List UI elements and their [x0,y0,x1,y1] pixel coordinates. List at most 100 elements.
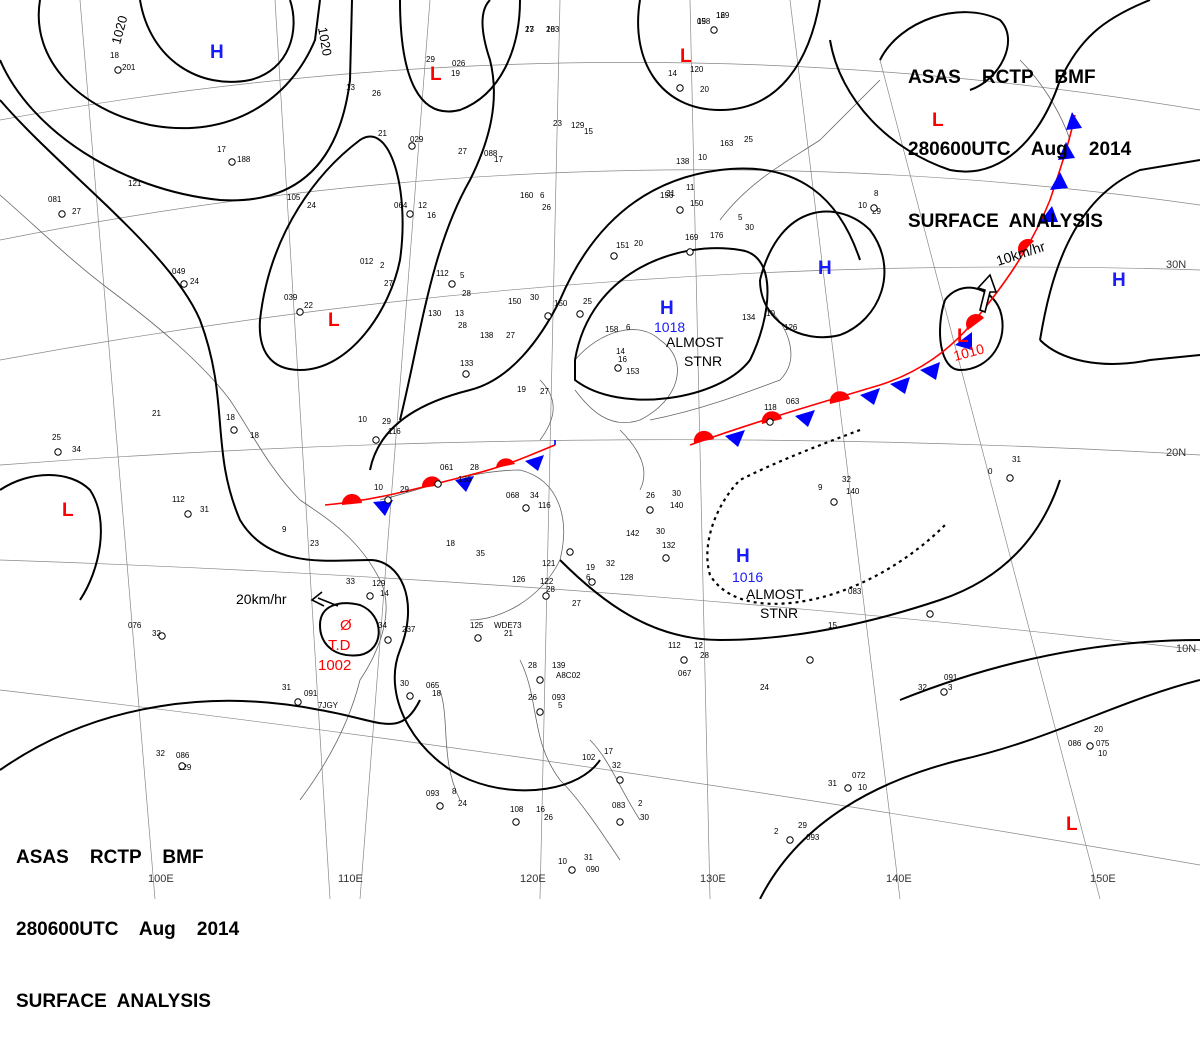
station-value: A8C02 [556,671,581,680]
station-value: 083 [612,801,626,810]
stationary-front-west [324,440,556,516]
station-value: 10 [858,783,867,792]
station-value: 112 [436,269,449,278]
station-value: 129 [571,121,585,130]
station-value: 31 [1012,455,1021,464]
station-value: 28 [458,321,467,330]
station-value: 105 [287,193,301,202]
station-value: 237 [402,625,416,634]
station-value: 132 [662,541,676,550]
station-value: 18 [226,413,235,422]
station-value: 118 [764,403,777,412]
station-circle [462,370,470,378]
station-value: 2 [638,799,643,808]
station-value: 17 [604,747,613,756]
td-annotation: Ø T.D 1002 [318,617,352,674]
station-circle [366,592,374,600]
station-value: 14 [380,589,389,598]
header-product: SURFACE ANALYSIS [908,211,1103,232]
station-value: 169 [685,233,699,242]
station-circle [522,504,530,512]
station-value: 122 [540,577,554,586]
station-value: 23 [310,539,319,548]
station-value: 16 [427,211,436,220]
station-value: 30 [672,489,681,498]
stnr-label: ALMOST [746,586,804,602]
station-value: 138 [480,331,494,340]
station-value: 9 [818,483,823,492]
station-value: 20 [1094,725,1103,734]
station-value: 176 [710,231,724,240]
station-value: 10 [1098,749,1107,758]
low-center-label: L [932,110,944,131]
station-circle [448,280,456,288]
station-circle [870,204,878,212]
station-value: 10 [858,201,867,210]
station-value: 140 [846,487,860,496]
station-circle [940,688,948,696]
station-value: 112 [668,641,681,650]
high-center-label: H [210,42,224,63]
station-value: 140 [670,501,684,510]
station-value: 32 [842,475,851,484]
station-value: 061 [440,463,454,472]
low-center-label: L [680,46,692,67]
td-motion-label: 20km/hr [236,591,287,607]
station-circle [372,436,380,444]
station-value: 29 [798,821,807,830]
station-value: 088 [484,149,498,158]
low-motion-arrow [976,273,998,314]
station-circle [536,676,544,684]
station-circle [766,418,774,426]
header-title: ASAS RCTP BMF [908,67,1096,88]
station-value: 2 [774,827,779,836]
station-circle [710,26,718,34]
station-circle [680,656,688,664]
low-pressure-value: 1010 [952,340,986,364]
station-circle [568,866,576,874]
chart-header-bottom: ASAS RCTP BMF 280600UTC Aug 2014 SURFACE… [16,798,316,1038]
station-value: 16 [536,805,545,814]
station-value: 075 [1096,739,1110,748]
station-circle [676,206,684,214]
station-value: 11 [686,183,695,192]
station-value: 29 [382,417,391,426]
station-value: 17 [217,145,226,154]
station-value: 20 [634,239,643,248]
isobar-label: 1020 [108,14,130,46]
station-value: 34 [72,445,81,454]
low-center-label: L [62,500,74,521]
station-value: 6 [540,191,545,200]
td-label: T.D [328,637,351,654]
station-value: 32 [606,559,615,568]
station-circle [158,632,166,640]
station-value: 150 [554,299,568,308]
station-value: 21 [504,629,513,638]
station-value: 086 [1068,739,1082,748]
station-value: 126 [784,323,798,332]
station-value: 0 [988,467,993,476]
station-value: 153 [626,367,640,376]
station-value: 130 [428,309,442,318]
station-value: 108 [510,805,524,814]
station-value: 16 [618,355,627,364]
station-value: 126 [512,575,526,584]
lon-label: 130E [700,873,726,885]
pressure-values: 1018 1016 1010 [654,319,986,585]
station-value: 120 [690,65,704,74]
station-circle [384,496,392,504]
station-value: 25 [744,135,753,144]
station-value: 026 [452,59,466,68]
station-value: 17 [494,155,503,164]
station-value: 083 [848,587,862,596]
station-value: 28 [462,289,471,298]
station-value: 6 [586,573,591,582]
station-value: 121 [542,559,556,568]
station-value: 13 [455,309,464,318]
station-value: 10 [558,857,567,866]
high-pressure-value: 1016 [732,569,763,585]
station-value: 26 [542,203,551,212]
station-value: 7JGY [318,701,339,710]
station-circle [512,818,520,826]
